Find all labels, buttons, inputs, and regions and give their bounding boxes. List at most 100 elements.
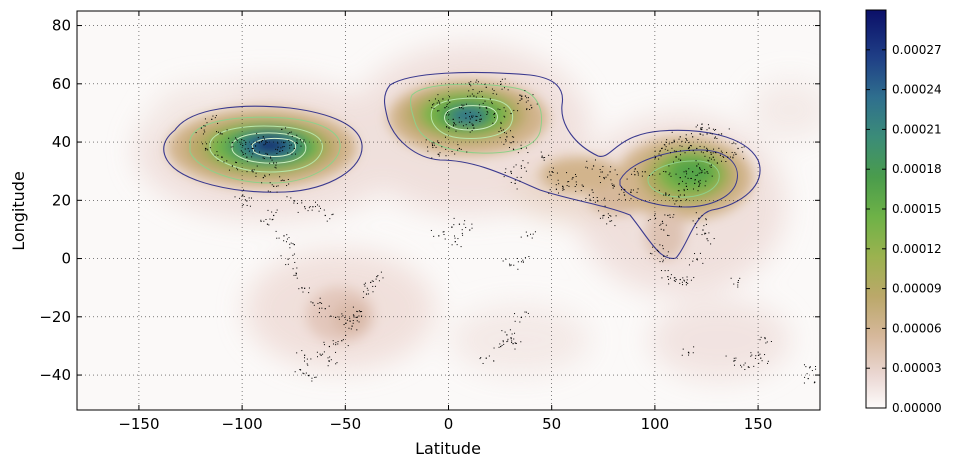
scatter-point [472,89,474,91]
scatter-point [505,140,507,142]
scatter-point [572,177,574,179]
scatter-point [688,149,690,151]
scatter-point [475,115,477,117]
scatter-point [315,376,317,378]
scatter-point [665,193,667,195]
scatter-point [522,160,524,162]
scatter-point [647,220,649,222]
scatter-point [316,204,318,206]
scatter-point [343,324,345,326]
scatter-point [273,185,275,187]
scatter-point [507,338,509,340]
scatter-point [678,196,680,198]
scatter-point [280,147,282,149]
scatter-point [679,278,681,281]
scatter-point [668,143,670,145]
scatter-point [287,133,289,135]
scatter-point [462,125,464,127]
scatter-point [699,252,701,254]
scatter-point [703,225,705,227]
scatter-point [698,172,700,174]
scatter-point [767,360,769,362]
scatter-point [335,342,337,344]
scatter-point [596,196,598,198]
scatter-point [525,311,527,313]
scatter-point [542,157,544,159]
scatter-point [675,156,677,158]
scatter-point [247,148,249,150]
scatter-point [514,342,516,344]
scatter-point [689,145,691,147]
scatter-point [673,150,675,152]
scatter-point [431,142,433,144]
scatter-point [603,214,605,217]
scatter-point [338,318,340,320]
scatter-point [245,142,247,144]
scatter-point [686,188,688,190]
scatter-point [716,162,719,164]
scatter-point [505,132,507,134]
scatter-point [758,362,760,364]
scatter-point [482,102,484,104]
scatter-point [451,151,453,153]
scatter-point [451,244,453,246]
scatter-point [544,157,546,159]
scatter-point [268,224,270,226]
y-tick-label: 20 [52,191,71,209]
scatter-point [484,83,486,85]
scatter-point [357,311,359,313]
scatter-point [342,315,344,317]
scatter-point [235,161,237,163]
scatter-point [519,180,521,182]
scatter-point [338,316,340,318]
scatter-point [727,156,729,158]
scatter-point [299,139,302,141]
scatter-point [374,285,376,287]
scatter-point [685,284,687,286]
scatter-point [246,160,248,162]
scatter-point [363,283,365,285]
scatter-point [312,302,314,304]
scatter-point [455,130,457,132]
scatter-point [733,360,735,362]
scatter-point [692,150,694,152]
scatter-point [289,243,291,245]
scatter-point [698,185,700,187]
scatter-point [665,194,667,196]
scatter-point [502,340,504,342]
scatter-point [683,190,685,192]
scatter-point [446,103,448,105]
scatter-point [345,322,347,324]
scatter-point [733,283,735,285]
scatter-point [493,112,496,115]
scatter-point [548,192,550,194]
scatter-point [469,116,471,118]
scatter-point [692,188,694,190]
scatter-point [767,362,769,364]
scatter-point [296,277,298,279]
scatter-point [275,164,277,166]
scatter-point [329,356,331,358]
contour-eurasia-4 [444,105,498,131]
scatter-point [514,313,516,315]
scatter-point [675,278,677,281]
scatter-point [223,161,225,163]
scatter-point [582,185,584,187]
scatter-point [504,116,506,118]
scatter-point [425,139,427,141]
scatter-point [341,313,343,315]
scatter-point [327,365,329,367]
scatter-point [665,171,667,173]
scatter-point [231,165,233,167]
scatter-point [509,265,511,267]
scatter-point [228,137,230,139]
scatter-point [591,189,593,191]
scatter-point [519,94,521,96]
scatter-point [674,277,676,279]
contour-asia-2 [619,149,738,208]
scatter-point [732,156,734,158]
scatter-point [444,107,446,109]
scatter-point [662,222,664,224]
scatter-point [532,94,534,96]
scatter-point [453,122,455,124]
